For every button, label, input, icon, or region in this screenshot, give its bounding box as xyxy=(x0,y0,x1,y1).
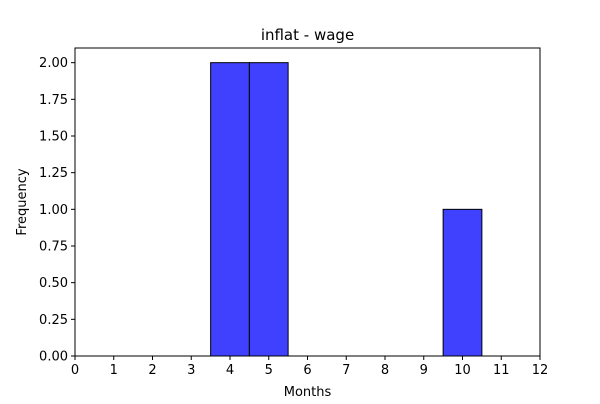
x-tick-label-1: 1 xyxy=(110,363,118,378)
y-tick-label-1: 0.25 xyxy=(39,313,68,328)
histogram-bar-0 xyxy=(210,62,250,357)
ticks-layer: 0 1 2 3 4 5 6 7 8 9 10 11 120.000.250.500.751.001.25… xyxy=(39,56,548,378)
y-tick-label-7: 1.75 xyxy=(39,93,68,108)
plot-frame xyxy=(74,47,541,357)
x-tick-label-8: 8 xyxy=(381,363,389,378)
x-tick-label-11: 11 xyxy=(493,363,510,378)
x-tick-label-3: 3 xyxy=(187,363,195,378)
histogram-bar-1 xyxy=(248,62,289,357)
histogram-bar-6 xyxy=(442,208,483,357)
x-tick-label-9: 9 xyxy=(420,363,428,378)
chart-title: inflat - wage xyxy=(261,26,354,44)
bars-layer xyxy=(210,62,483,357)
y-tick-label-3: 0.75 xyxy=(39,240,68,255)
x-tick-label-7: 7 xyxy=(342,363,350,378)
x-tick-label-6: 6 xyxy=(303,363,311,378)
y-tick-label-5: 1.25 xyxy=(39,166,68,181)
y-tick-label-8: 2.00 xyxy=(39,56,68,71)
y-tick-label-6: 1.50 xyxy=(39,130,68,145)
x-axis-label: Months xyxy=(284,385,332,400)
x-tick-label-10: 10 xyxy=(454,363,471,378)
x-tick-label-12: 12 xyxy=(532,363,549,378)
x-tick-label-5: 5 xyxy=(265,363,273,378)
y-tick-label-2: 0.50 xyxy=(39,276,68,291)
y-tick-label-4: 1.00 xyxy=(39,203,68,218)
x-tick-label-2: 2 xyxy=(148,363,156,378)
x-tick-label-4: 4 xyxy=(226,363,234,378)
x-tick-label-0: 0 xyxy=(71,363,79,378)
y-axis-label: Frequency xyxy=(15,168,30,235)
y-tick-label-0: 0.00 xyxy=(39,350,68,365)
